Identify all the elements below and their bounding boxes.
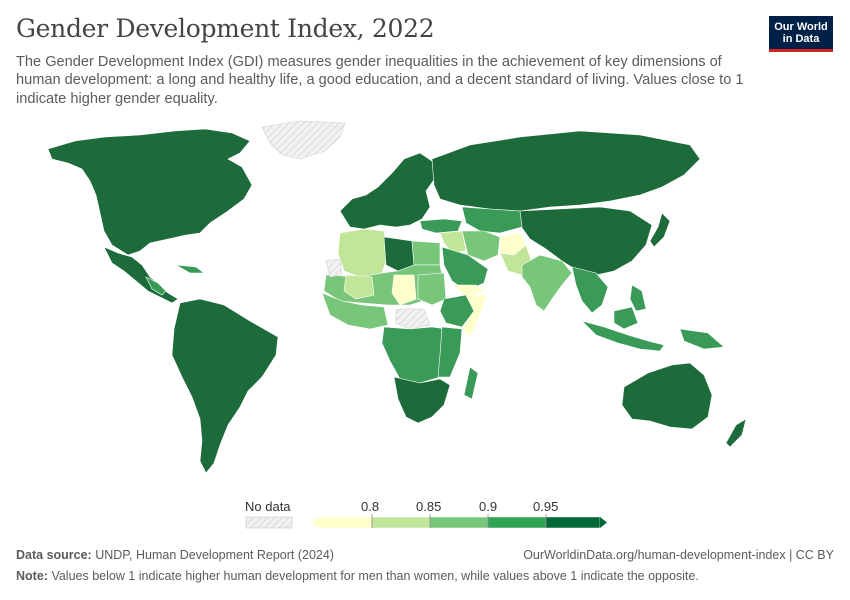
region-russia[interactable] [431,130,701,212]
region-australia[interactable] [621,362,713,430]
footnote: Note: Values below 1 indicate higher hum… [16,569,699,583]
world-map-svg [47,120,747,474]
legend: No data 0.8 0.85 0.9 0.95 [0,495,850,535]
logo-line-1: Our World [774,20,828,33]
region-central-asia[interactable] [461,206,523,234]
region-southern-africa[interactable] [393,376,451,424]
region-japan[interactable] [649,212,671,248]
region-china-east-asia[interactable] [519,206,653,276]
region-west-sahara[interactable] [325,258,343,278]
chart-title: Gender Development Index, 2022 [16,14,435,43]
region-new-zealand[interactable] [725,418,747,448]
legend-bin-3 [429,516,489,529]
logo-line-2: in Data [782,32,820,45]
region-somalia[interactable] [461,294,487,338]
region-philippines[interactable] [629,284,647,312]
region-east-africa[interactable] [437,326,463,378]
world-map[interactable] [0,115,850,505]
region-yemen[interactable] [453,284,485,298]
note-label: Note: [16,569,48,583]
region-papua-new-guinea[interactable] [679,328,725,350]
legend-no-data-swatch [245,516,293,529]
legend-tick-2: 0.9 [479,499,498,514]
chart-subtitle: The Gender Development Index (GDI) measu… [16,54,744,107]
region-north-africa-west[interactable] [337,228,389,278]
region-south-america[interactable] [171,298,279,474]
region-southeast-asia[interactable] [571,266,609,314]
region-borneo[interactable] [613,306,639,330]
region-greenland[interactable] [261,120,346,160]
region-egypt[interactable] [411,240,441,266]
region-libya[interactable] [383,236,415,272]
region-chad-niger[interactable] [391,274,417,306]
region-madagascar[interactable] [463,366,479,400]
source-url-link[interactable]: OurWorldinData.org/human-development-ind… [523,548,834,562]
region-central-african-no-data[interactable] [395,308,431,330]
data-source-text: UNDP, Human Development Report (2024) [95,548,334,562]
legend-arrow-right [600,517,607,528]
legend-tick-0: 0.8 [361,499,380,514]
legend-no-data-label: No data [245,499,291,514]
region-sudan[interactable] [417,272,447,306]
region-turkey[interactable] [419,218,463,234]
region-mexico-central-america[interactable] [103,246,179,304]
region-central-america-south[interactable] [145,276,167,296]
data-source-label: Data source: [16,548,92,562]
region-mali[interactable] [343,274,375,300]
region-caribbean[interactable] [175,264,205,274]
data-source: Data source: UNDP, Human Development Rep… [16,548,334,562]
region-indonesia[interactable] [580,320,665,352]
region-europe[interactable] [339,152,437,230]
legend-color-scale [311,514,607,529]
region-west-africa-coast[interactable] [321,292,389,330]
legend-tick-1: 0.85 [416,499,442,514]
legend-bin-2 [371,516,431,529]
legend-svg [245,514,607,529]
region-north-america[interactable] [47,128,253,256]
owid-logo[interactable]: Our World in Data [769,16,833,52]
note-text: Values below 1 indicate higher human dev… [51,569,699,583]
legend-bin-1 [317,516,373,529]
legend-arrow-left [311,517,318,528]
legend-bin-5 [545,516,601,529]
legend-tick-3: 0.95 [533,499,559,514]
region-india[interactable] [521,254,573,312]
legend-bin-4 [487,516,547,529]
